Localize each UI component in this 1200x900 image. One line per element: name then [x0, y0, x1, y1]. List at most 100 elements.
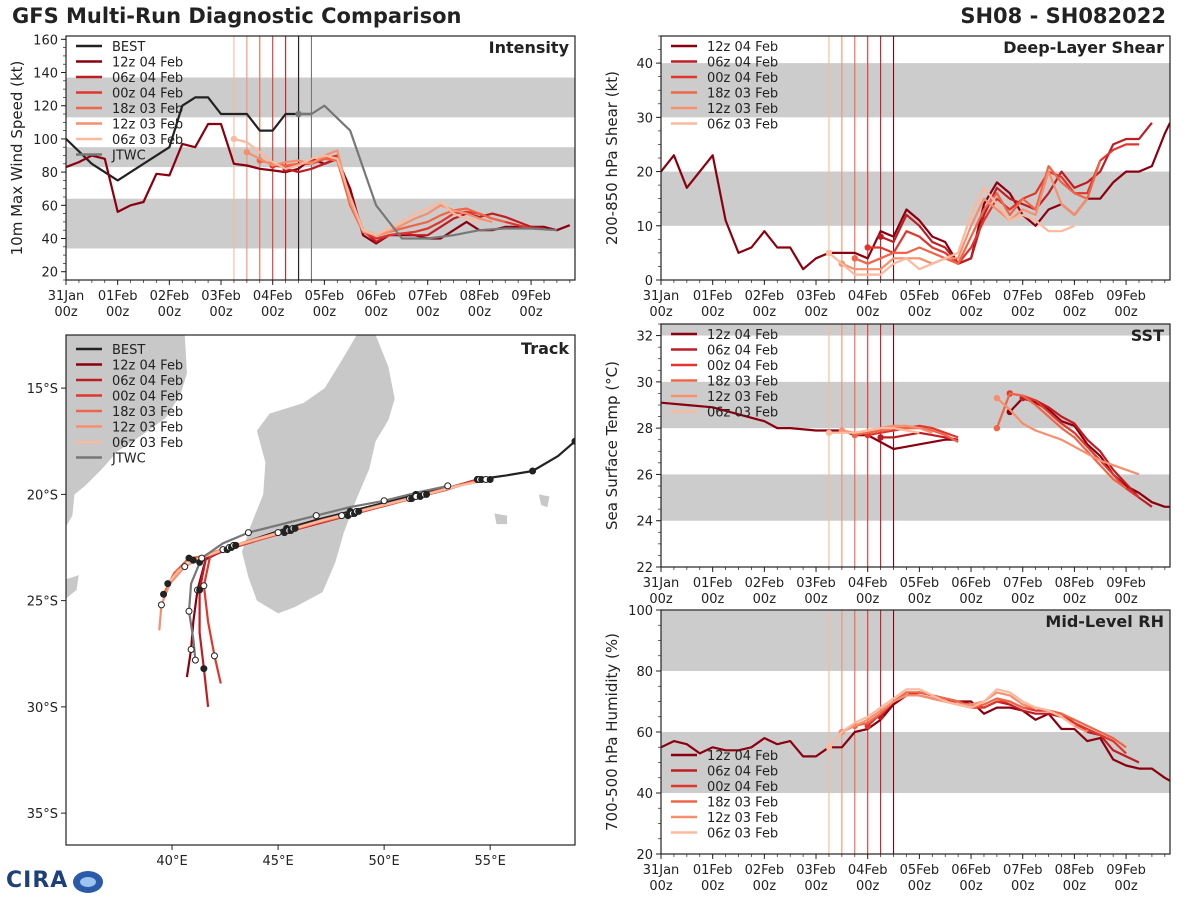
intensity-xtick-label-hour: 00z: [416, 305, 440, 320]
rh-xtick-label-hour: 00z: [701, 879, 725, 894]
sst-init-marker-12z-03-feb: [993, 394, 1001, 402]
track-map-area: [66, 335, 575, 708]
track-marker-jtwc: [444, 482, 452, 490]
rh-series-group: [661, 688, 1170, 782]
rh-ytick-label: 60: [636, 726, 653, 741]
rh-series-18z-03-feb: [854, 691, 1127, 749]
shear-ytick-label: 30: [636, 111, 653, 126]
intensity-xtick-label: 04Feb: [253, 289, 293, 304]
rh-xtick-label-hour: 00z: [753, 879, 777, 894]
sst-xtick-label-hour: 00z: [753, 592, 777, 607]
shear-xtick-label: 31Jan: [643, 289, 680, 304]
sst-xtick-label-hour: 00z: [649, 592, 673, 607]
rh-xtick-label-hour: 00z: [1114, 879, 1138, 894]
sst-ytick-label: 30: [636, 376, 653, 391]
rh-xtick-label-hour: 00z: [856, 879, 880, 894]
shear-xtick-label: 06Feb: [951, 289, 991, 304]
intensity-legend-label: 12z 04 Feb: [112, 56, 183, 71]
track-marker-12z-04-feb: [187, 646, 195, 653]
rh-ytick-label: 40: [636, 787, 653, 802]
track-marker-jtwc: [244, 529, 252, 537]
sst-xtick-label: 03Feb: [796, 576, 836, 591]
shear-title: Deep-Layer Shear: [1003, 38, 1164, 57]
intensity-xtick-label-hour: 00z: [468, 305, 492, 320]
rh-xtick-label: 02Feb: [745, 863, 785, 878]
intensity-xtick-label-hour: 00z: [158, 305, 182, 320]
rh-legend-label: 00z 04 Feb: [707, 780, 778, 795]
sst-xtick-label-hour: 00z: [856, 592, 880, 607]
intensity-xtick-label-hour: 00z: [54, 305, 78, 320]
rh-ytick-label: 20: [636, 848, 653, 863]
track-marker-06z-04-feb: [196, 586, 204, 594]
track-land-2: [66, 575, 79, 599]
shear-xtick-label: 09Feb: [1106, 289, 1146, 304]
intensity-xtick-label-hour: 00z: [313, 305, 337, 320]
sst-series-group: [661, 390, 1170, 508]
shear-series-group: [661, 122, 1170, 276]
track-marker-12z-03-feb: [181, 563, 189, 571]
rh-band-0: [661, 732, 1170, 793]
track-xtick-label: 50°E: [368, 854, 399, 869]
track-xtick-label: 45°E: [262, 854, 293, 869]
sst-title: SST: [1131, 326, 1164, 345]
intensity-legend-label: 00z 04 Feb: [112, 87, 183, 102]
sst-ytick-label: 26: [636, 468, 653, 483]
shear-ylabel: 200-850 hPa Shear (kt): [603, 71, 621, 245]
shear-series-06z-03-feb: [828, 186, 1075, 276]
cira-logo-text: CIRA: [6, 868, 69, 893]
sst-xtick-label: 04Feb: [848, 576, 888, 591]
shear-xtick-label: 05Feb: [900, 289, 940, 304]
intensity-panel: 2040608010012014016031Jan00z01Feb00z02Fe…: [8, 33, 576, 320]
intensity-ytick-label: 160: [33, 33, 58, 48]
sst-ytick-label: 32: [636, 330, 653, 345]
track-marker-06z-03-feb: [189, 556, 197, 564]
track-marker-jtwc: [191, 656, 199, 664]
intensity-series-06z-04-feb: [285, 157, 545, 243]
rh-legend-label: 12z 04 Feb: [707, 749, 778, 764]
track-legend-label: 00z 04 Feb: [112, 390, 183, 405]
rh-xtick-label-hour: 00z: [908, 879, 932, 894]
sst-frame: [660, 323, 1171, 568]
intensity-xtick-label-hour: 00z: [261, 305, 285, 320]
intensity-xtick-label: 09Feb: [511, 289, 551, 304]
track-panel: 40°E 45°E 50°E 55°E 15°S 20°S 25°S 30°S 35°S Trac…: [27, 334, 576, 869]
track-xtick-label: 40°E: [156, 854, 187, 869]
sst-xtick-label: 09Feb: [1106, 576, 1146, 591]
shear-series-06z-04-feb: [880, 122, 1153, 265]
rh-xtick-label: 05Feb: [900, 863, 940, 878]
sst-xtick-label-hour: 00z: [1063, 592, 1087, 607]
intensity-ylabel: 10m Max Wind Speed (kt): [8, 61, 26, 256]
rh-panel: 2040608010031Jan00z01Feb00z02Feb00z03Feb…: [603, 604, 1171, 894]
shear-xtick-label: 07Feb: [1003, 289, 1043, 304]
sst-xtick-label-hour: 00z: [701, 592, 725, 607]
rh-xtick-label-hour: 00z: [1063, 879, 1087, 894]
intensity-band-0: [66, 198, 575, 249]
intensity-xtick-label: 06Feb: [356, 289, 396, 304]
intensity-legend-label: 06z 03 Feb: [112, 133, 183, 148]
intensity-title: Intensity: [489, 38, 570, 57]
shear-xtick-label-hour: 00z: [1011, 305, 1035, 320]
track-ytick-label: 35°S: [27, 807, 58, 822]
track-marker-jtwc: [185, 607, 193, 615]
sst-init-marker-06z-04-feb: [877, 434, 884, 441]
rh-xtick-label: 09Feb: [1106, 863, 1146, 878]
intensity-xtick-label: 01Feb: [98, 289, 138, 304]
track-marker-06z-03-feb: [164, 580, 172, 588]
rh-title: Mid-Level RH: [1045, 612, 1164, 631]
shear-xtick-label-hour: 00z: [1063, 305, 1087, 320]
track-marker-00z-04-feb: [210, 652, 218, 660]
track-legend-label: 18z 03 Feb: [112, 405, 183, 420]
rh-xtick-label: 03Feb: [796, 863, 836, 878]
rh-xtick-label: 06Feb: [951, 863, 991, 878]
intensity-xtick-label: 02Feb: [150, 289, 190, 304]
intensity-legend-label: 18z 03 Feb: [112, 102, 183, 117]
sst-series-12z-04-feb: [661, 401, 959, 451]
rh-xtick-label: 08Feb: [1055, 863, 1095, 878]
intensity-ytick-label: 140: [33, 67, 58, 82]
sst-legend-label: 06z 03 Feb: [707, 406, 778, 421]
track-ytick-label: 25°S: [27, 595, 58, 610]
sst-xtick-label: 31Jan: [643, 576, 680, 591]
shear-init-marker-00z-04-feb: [864, 244, 871, 251]
intensity-xtick-label: 08Feb: [460, 289, 500, 304]
track-frame: [65, 334, 576, 846]
